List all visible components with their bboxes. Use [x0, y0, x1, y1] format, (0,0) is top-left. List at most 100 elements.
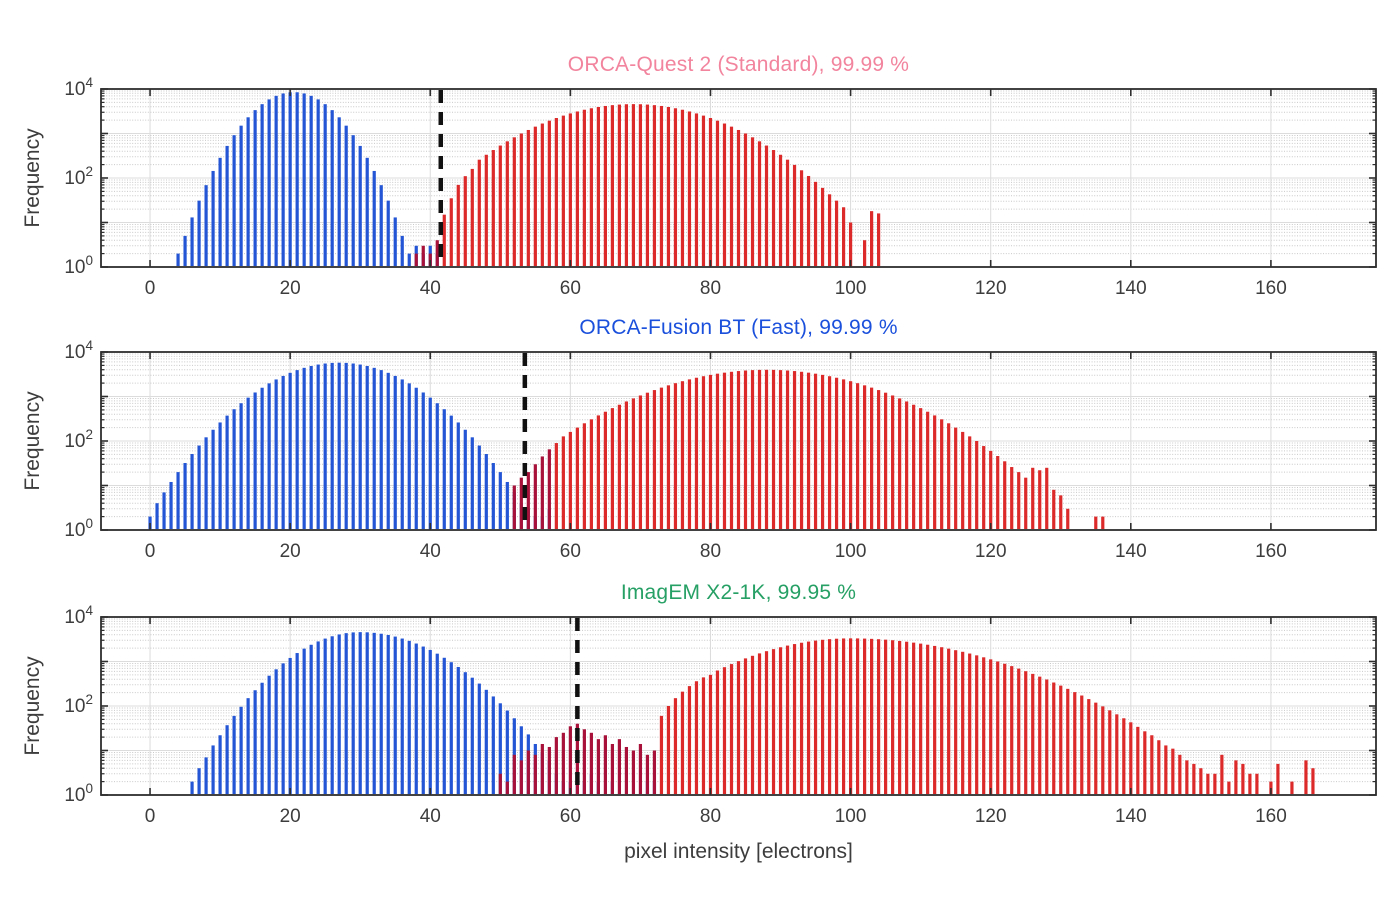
bar	[736, 661, 741, 794]
bar	[183, 235, 187, 266]
bar	[295, 653, 299, 794]
bar	[1199, 768, 1203, 794]
bar	[806, 372, 811, 529]
bar	[982, 446, 986, 529]
bar	[512, 137, 516, 266]
bar	[470, 437, 474, 529]
bar	[358, 632, 362, 794]
bar	[645, 754, 650, 794]
bar	[1052, 682, 1056, 794]
bar	[617, 104, 622, 267]
bar	[568, 726, 572, 794]
bar	[162, 492, 166, 529]
bar	[232, 135, 236, 266]
bar	[820, 639, 825, 794]
bar	[477, 683, 481, 794]
bar	[1059, 685, 1063, 794]
bar	[834, 377, 839, 529]
bar	[771, 369, 776, 529]
bar	[337, 362, 341, 529]
bar	[1290, 781, 1294, 794]
bar	[281, 663, 285, 794]
bar	[260, 387, 264, 529]
bar	[961, 651, 965, 794]
bar	[1101, 706, 1105, 794]
bar	[855, 638, 860, 794]
red-histogram-bars	[498, 638, 1315, 794]
bar	[477, 445, 481, 529]
bar	[603, 411, 607, 529]
bar	[442, 214, 446, 266]
bar	[540, 456, 544, 529]
bar	[933, 645, 937, 794]
bar	[288, 372, 292, 529]
bar	[652, 105, 657, 266]
bar	[1311, 768, 1315, 794]
bar	[862, 385, 867, 529]
bar	[379, 370, 383, 529]
bar	[1087, 699, 1091, 794]
bar	[1003, 663, 1007, 794]
bar	[1227, 781, 1231, 794]
bar	[750, 655, 755, 794]
bar	[940, 647, 944, 794]
bar	[841, 207, 846, 266]
bar	[708, 374, 713, 529]
bar	[610, 105, 615, 266]
bar	[996, 456, 1000, 529]
bar	[232, 715, 236, 794]
bar	[884, 639, 888, 794]
bar	[540, 743, 544, 794]
x-tick-label: 120	[975, 806, 1007, 827]
bar	[519, 133, 523, 266]
x-tick-label: 80	[700, 806, 721, 827]
bar	[526, 472, 530, 529]
bar	[1143, 731, 1147, 794]
bar	[820, 187, 825, 266]
bar	[323, 638, 327, 794]
bar	[302, 93, 306, 266]
bar	[218, 157, 222, 266]
bar	[968, 436, 972, 529]
tick-labels: 0 20 40 60 80 100 120 140 160 100 102 104	[64, 603, 1286, 827]
bar	[351, 135, 355, 266]
bar	[351, 632, 355, 794]
bar	[1206, 773, 1210, 794]
bar	[701, 376, 706, 529]
bar	[603, 105, 607, 266]
bar	[666, 385, 671, 529]
bar	[799, 170, 804, 266]
bar	[540, 123, 544, 266]
bar	[575, 111, 579, 266]
bar	[870, 211, 874, 266]
bar	[848, 638, 853, 794]
bar	[785, 159, 790, 266]
bar	[449, 415, 453, 529]
bar	[1080, 695, 1084, 794]
bar	[771, 150, 776, 266]
bar	[428, 253, 432, 266]
bar	[407, 640, 411, 794]
bar	[701, 115, 706, 266]
bar	[933, 415, 937, 529]
bar	[743, 370, 748, 529]
bar	[905, 641, 909, 794]
bar	[435, 240, 439, 266]
bar	[617, 739, 622, 794]
bar	[1150, 735, 1154, 794]
bar	[841, 379, 846, 529]
bar	[386, 200, 390, 266]
y-tick-label: 100	[64, 253, 93, 278]
bar	[547, 449, 551, 529]
bar	[554, 118, 558, 266]
bar	[407, 253, 411, 266]
bar	[309, 95, 313, 266]
x-tick-label: 160	[1255, 806, 1287, 827]
bar	[505, 481, 509, 529]
x-tick-label: 60	[560, 541, 581, 562]
bar	[652, 390, 657, 529]
bar	[512, 754, 516, 794]
bar	[884, 392, 888, 529]
bar	[862, 638, 867, 794]
bar	[351, 363, 355, 529]
